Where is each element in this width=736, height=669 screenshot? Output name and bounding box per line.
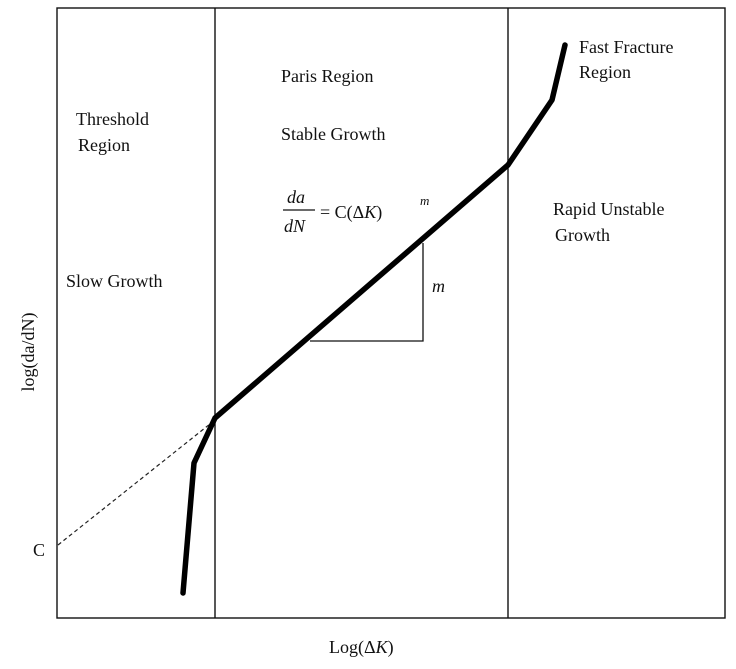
slow-growth-label: Slow Growth [66,271,163,291]
equation-numerator: da [287,187,305,207]
crack-growth-curve [180,42,568,596]
extrapolation-dashed-line [57,419,216,546]
rapid-unstable-title: Rapid Unstable [553,199,664,219]
x-axis-label: Log(ΔK) [329,637,394,658]
stable-growth-label: Stable Growth [281,124,385,144]
x-axis-label-prefix: Log(Δ [329,637,376,658]
fast-fracture-title-line2: Region [579,62,631,82]
x-axis-label-variable: K [375,637,389,657]
slope-triangle [310,243,424,342]
equation-rhs-prefix: = C(Δ [320,202,364,223]
threshold-region-title: Threshold [76,109,149,129]
equation-rhs-variable: K [363,202,377,222]
equation-rhs-close: ) [376,202,382,223]
equation-exponent: m [420,193,429,208]
y-axis-label: log(da/dN) [18,313,39,392]
plot-frame [56,7,726,619]
paris-region-title: Paris Region [281,66,374,86]
slope-label: m [432,276,445,296]
intercept-label: C [33,540,45,560]
paris-law-equation: da dN = C(ΔK) m [283,187,429,236]
fast-fracture-title: Fast Fracture [579,37,673,57]
threshold-region-title-line2: Region [78,135,130,155]
equation-denominator: dN [284,216,306,236]
equation-rhs: = C(ΔK) [320,202,382,223]
rapid-unstable-title-line2: Growth [555,225,610,245]
x-axis-label-suffix: ) [388,637,394,658]
